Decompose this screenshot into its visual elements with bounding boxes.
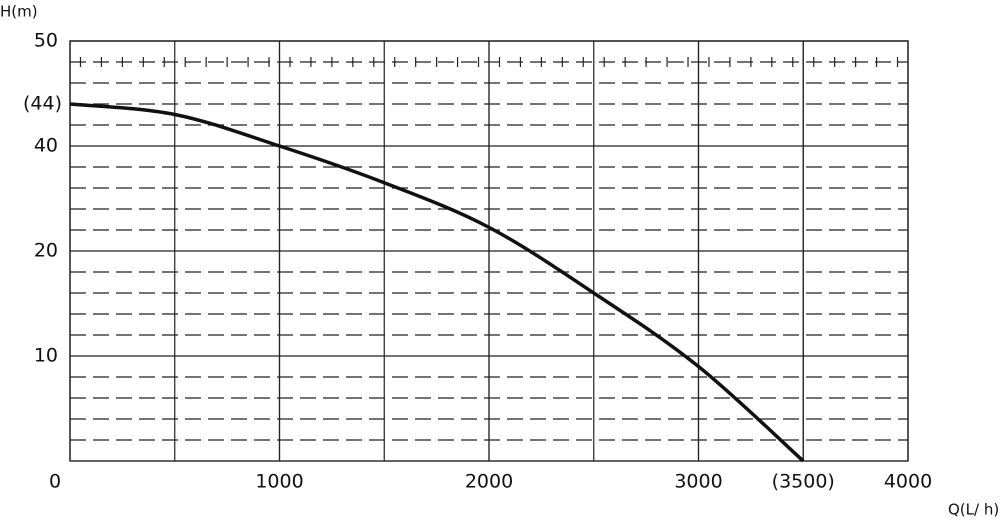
y-tick-label: 40 (34, 135, 58, 157)
x-tick-label: 4000 (884, 471, 932, 493)
y-tick-label: (44) (23, 93, 62, 115)
y-axis-title: H(m) (0, 3, 38, 21)
grid (69, 40, 909, 462)
y-tick-label: 50 (34, 30, 58, 52)
x-axis-title: Q(L/ h) (948, 501, 999, 519)
curve (69, 102, 805, 463)
y-tick-label: 10 (34, 345, 58, 367)
x-tick-label: 2000 (465, 471, 513, 493)
x-tick-label: 1000 (255, 471, 303, 493)
x-tick-label: 3000 (674, 471, 722, 493)
plot-frame (69, 40, 909, 462)
x-tick-label: (3500) (772, 471, 835, 493)
x-tick-label: 0 (49, 471, 61, 493)
y-tick-label: 20 (34, 240, 58, 262)
